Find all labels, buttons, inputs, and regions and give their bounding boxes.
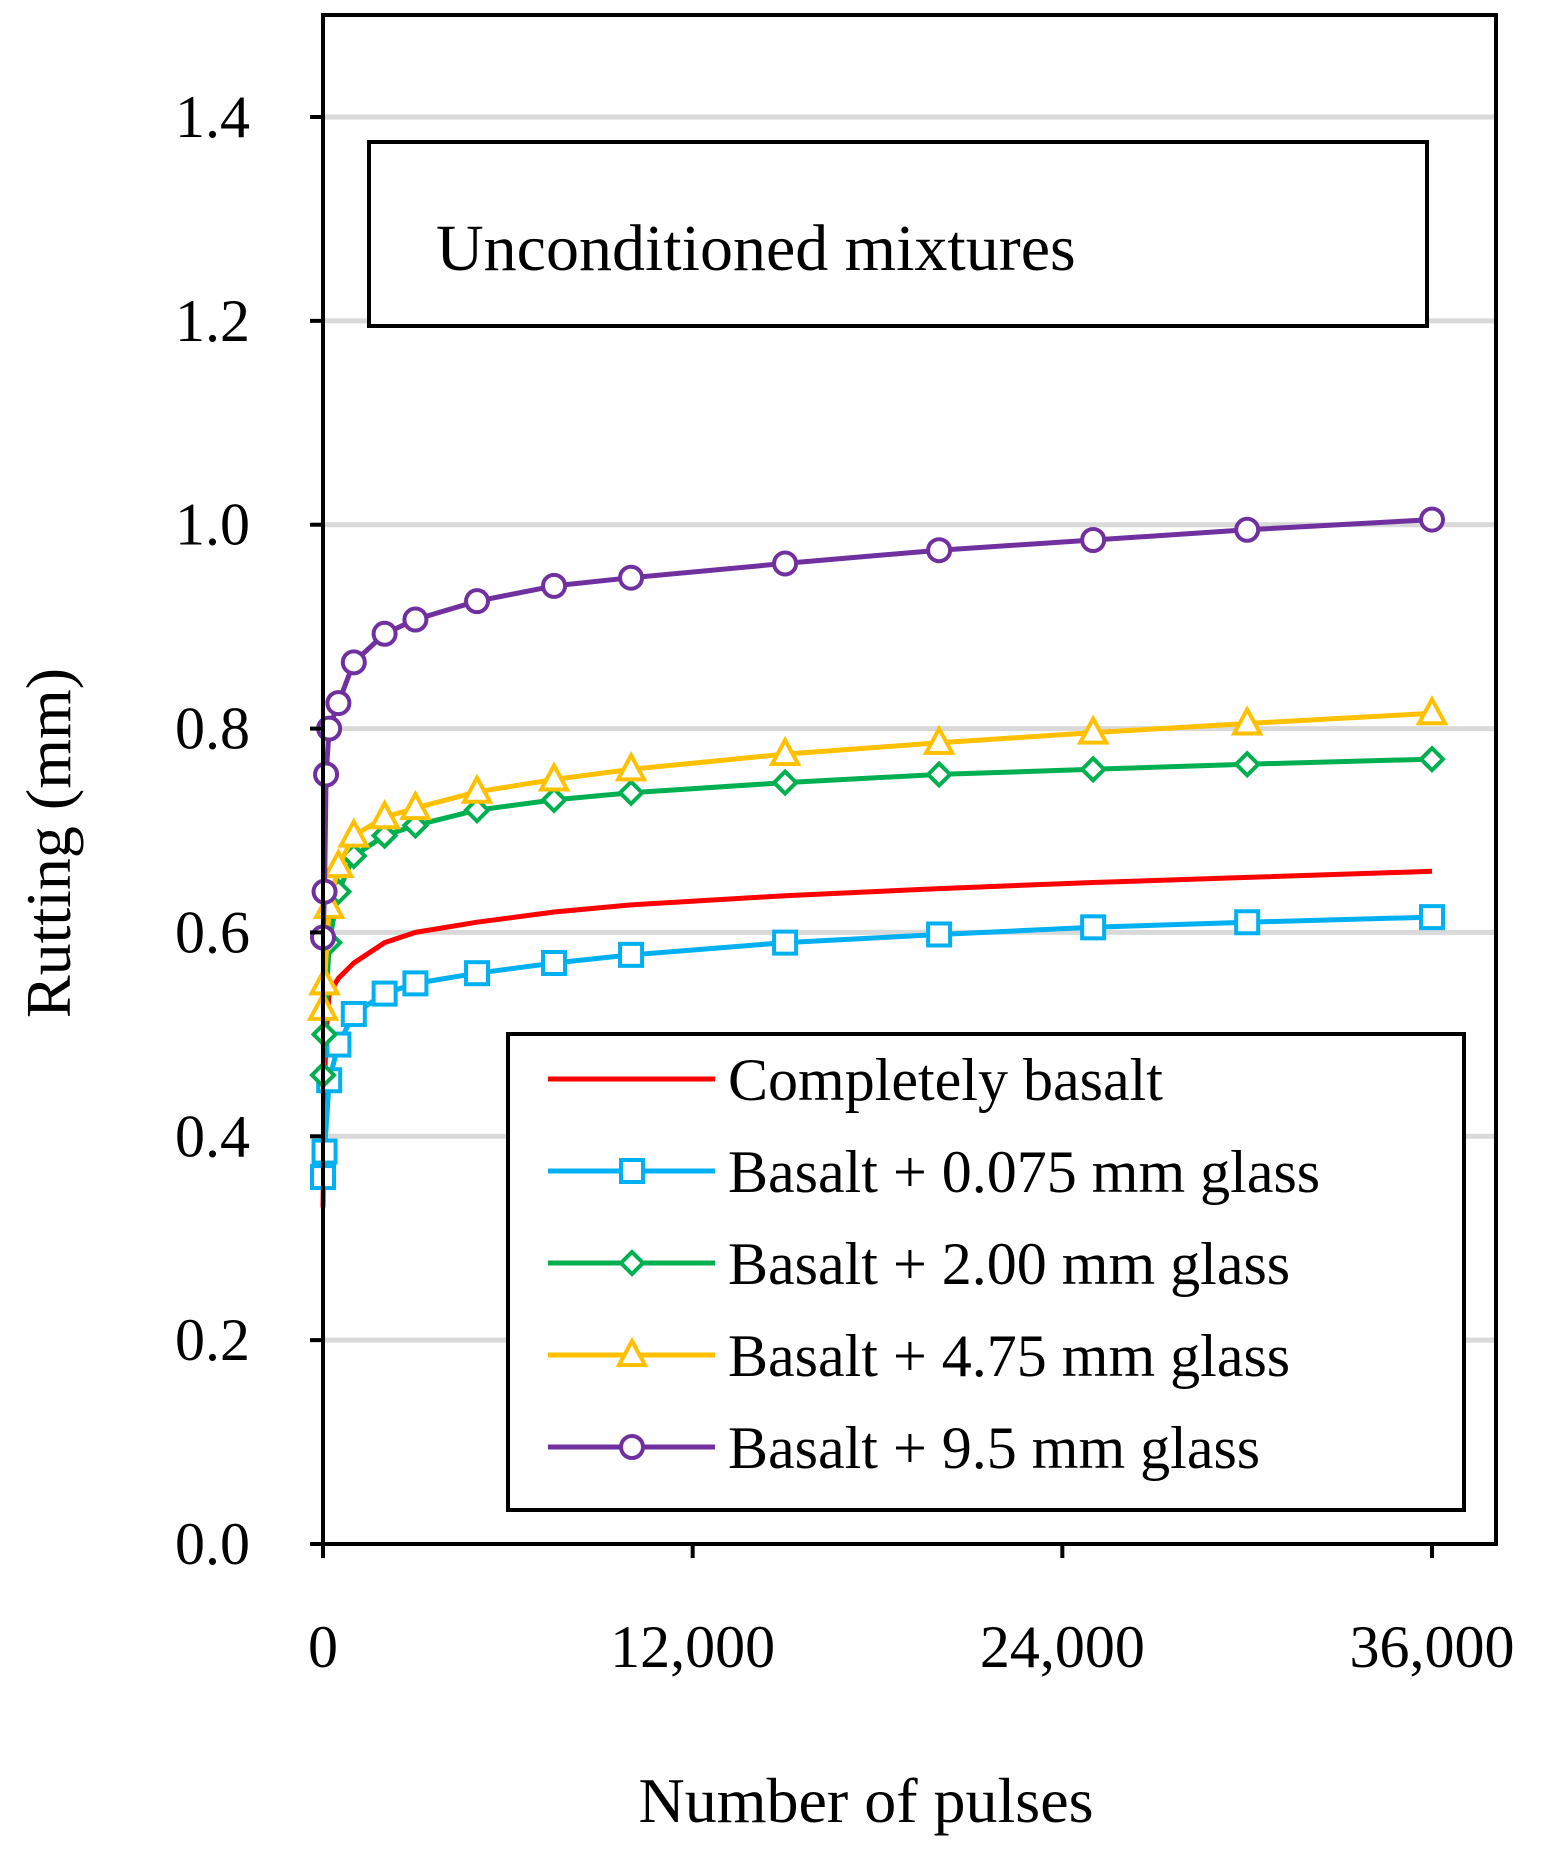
legend-item: Basalt + 2.00 mm glass: [548, 1231, 1290, 1297]
data-point: [541, 572, 568, 599]
data-point: [772, 929, 799, 956]
legend-label: Basalt + 9.5 mm glass: [728, 1415, 1260, 1481]
data-point: [371, 620, 398, 647]
data-point: [463, 796, 491, 824]
legend-marker: [619, 1434, 645, 1460]
y-tick-label: 0.0: [175, 1511, 250, 1577]
legend-item: Basalt + 4.75 mm glass: [548, 1323, 1290, 1389]
legend-item: Basalt + 0.075 mm glass: [548, 1139, 1320, 1205]
data-point: [1080, 914, 1107, 941]
legend-label: Basalt + 2.00 mm glass: [728, 1231, 1290, 1297]
data-point: [371, 980, 398, 1007]
data-point: [340, 649, 367, 676]
legend-item: Completely basalt: [548, 1047, 1163, 1113]
y-tick-label: 0.8: [175, 696, 250, 762]
data-point: [1419, 506, 1445, 533]
data-point: [1233, 750, 1261, 779]
data-point: [1234, 909, 1261, 936]
data-point: [313, 761, 340, 788]
data-point: [1418, 745, 1446, 773]
data-point: [402, 970, 429, 997]
data-point: [368, 799, 401, 830]
x-tick-label: 36,000: [1350, 1614, 1515, 1680]
data-point: [541, 950, 568, 977]
series-5: [310, 506, 1445, 951]
annotation-box: Unconditioned mixtures: [367, 140, 1429, 328]
legend-marker: [618, 1249, 646, 1277]
data-point: [926, 921, 953, 948]
legend-label: Completely basalt: [728, 1047, 1163, 1113]
x-tick-label: 24,000: [980, 1614, 1145, 1680]
axes: 0.0 0.2 0.4 0.6 0.8 1.0 1.2 1.4 0 12,000 24,000 36,…: [175, 84, 1515, 1680]
data-point: [537, 761, 571, 792]
series-layer: [306, 506, 1449, 1208]
x-tick-label: 0: [308, 1614, 338, 1680]
y-tick-label: 0.4: [175, 1103, 250, 1169]
data-point: [772, 550, 799, 577]
data-point: [1230, 705, 1264, 736]
data-point: [1415, 695, 1449, 726]
data-point: [1079, 755, 1107, 784]
data-point: [464, 588, 491, 615]
data-point: [1234, 516, 1261, 543]
data-point: [1419, 904, 1445, 931]
data-point: [614, 751, 648, 782]
data-point: [922, 724, 956, 755]
annotation-frame: [367, 140, 1429, 328]
data-point: [618, 941, 645, 968]
data-point: [322, 847, 355, 879]
data-point: [460, 773, 494, 804]
data-point: [325, 690, 352, 717]
data-point: [926, 537, 953, 564]
legend-label: Basalt + 4.75 mm glass: [728, 1323, 1290, 1389]
plot-frame: [321, 13, 1498, 1546]
data-point: [618, 564, 645, 591]
legend-frame: [506, 1032, 1466, 1512]
annotation-text: Unconditioned mixtures: [436, 212, 1076, 285]
data-point: [1080, 527, 1107, 554]
y-tick-label: 1.4: [175, 84, 250, 150]
y-axis-label: Rutting (mm): [13, 668, 84, 1018]
data-point: [768, 735, 802, 767]
y-tick-label: 0.6: [175, 899, 250, 965]
data-point: [540, 786, 568, 814]
legend: Completely basalt Basalt + 0.075 mm glass…: [506, 1032, 1466, 1512]
data-point: [340, 1000, 367, 1027]
data-point: [337, 817, 371, 848]
y-tick-label: 0.2: [175, 1307, 250, 1373]
legend-marker: [619, 1158, 645, 1184]
x-tick-label: 12,000: [610, 1614, 775, 1680]
data-point: [464, 960, 491, 987]
y-tick-label: 1.0: [175, 492, 250, 558]
data-point: [399, 789, 432, 821]
data-point: [617, 778, 645, 807]
data-point: [370, 821, 399, 850]
legend-marker: [615, 1336, 649, 1367]
data-point: [771, 768, 799, 797]
data-point: [925, 760, 953, 789]
data-point: [1076, 714, 1110, 745]
y-tick-label: 1.2: [175, 288, 250, 354]
series-line: [320, 517, 1433, 938]
legend-label: Basalt + 0.075 mm glass: [728, 1139, 1320, 1205]
legend-item: Basalt + 9.5 mm glass: [548, 1415, 1260, 1481]
x-axis-label: Number of pulses: [638, 1765, 1093, 1836]
data-point: [402, 606, 429, 633]
